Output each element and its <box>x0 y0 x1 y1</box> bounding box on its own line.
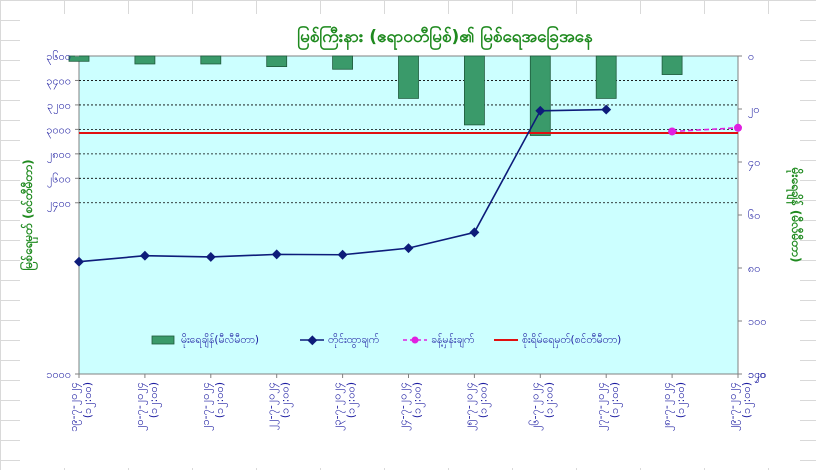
right-tick-label: ၄၀ <box>748 156 760 171</box>
rainfall-bar <box>661 55 683 75</box>
legend-label-forecast: ခန့်မှန်းချက် <box>431 333 474 348</box>
legend: မိုးရေချိန်(မီလီမီတာ) တိုင်းထွာချက် ခန့်မှ… <box>151 333 621 348</box>
plot-area <box>78 55 739 375</box>
right-tick-label: ၈၀ <box>748 262 760 275</box>
rainfall-bars <box>68 55 683 136</box>
rainfall-bar <box>463 55 485 126</box>
rainfall-bar <box>68 55 90 62</box>
right-tick-label: ၀ <box>748 50 754 63</box>
x-tick-label-time: (၁၂:၀၀) <box>213 382 228 418</box>
right-tick-label: ၆၀ <box>748 209 760 222</box>
observed-point <box>337 249 348 260</box>
x-tick-label-time: (၁၂:၀၀) <box>608 382 623 418</box>
x-tick-label-date: ၂၉-၇-၂၀၂၄ <box>726 382 741 431</box>
rainfall-bar <box>398 55 419 99</box>
x-tick-label-date: ၂၆-၇-၂၀၂၄ <box>528 382 543 431</box>
x-tick-label-time: (၁၂:၀၀) <box>476 382 491 418</box>
x-tick-label-time: (၁၂:၀၀) <box>740 382 755 418</box>
left-tick-label: ၃၄၀၀ <box>46 74 71 89</box>
left-tick-label: ၂၆၀၀ <box>47 172 71 187</box>
legend-label-observed: တိုင်းထွာချက် <box>328 333 379 348</box>
left-tick-label: ၃၀၀၀ <box>46 123 71 138</box>
observed-point <box>403 243 414 254</box>
left-tick-label: ၁၀၀၀ <box>46 368 71 381</box>
x-tick-label-time: (၁၂:၀၀) <box>81 382 96 418</box>
left-tick-label: ၂၄၀၀ <box>47 197 71 212</box>
x-tick-label-time: (၁၂:၀၀) <box>411 382 426 418</box>
x-tick-label-date: ၂၄-၇-၂၀၂၄ <box>397 382 412 431</box>
observed-point <box>469 227 480 238</box>
x-tick-label-time: (၁၂:၀၀) <box>674 382 689 418</box>
rainfall-bar <box>134 55 156 65</box>
left-tick-label: ၃၆၀၀ <box>46 50 71 65</box>
forecast-line <box>672 126 739 133</box>
y-axis-label-right: မိုးရေချိန် (မီလီမီတာ) <box>785 167 805 263</box>
observed-point <box>601 104 612 115</box>
rainfall-bar <box>266 55 288 67</box>
forecast-point <box>734 123 742 132</box>
right-tick-label: ၁၄၀ <box>748 368 767 383</box>
rainfall-bar <box>332 55 354 70</box>
series-lines <box>74 104 742 267</box>
x-tick-label-date: ၂၀-၇-၂၀၂၄ <box>133 382 148 431</box>
legend-label-warning: စိုးရိမ်ရေမှတ်(စင်တီမီတာ) <box>522 333 621 348</box>
x-tick-label-time: (၁၂:၀၀) <box>345 382 360 418</box>
observed-point <box>139 250 150 261</box>
x-tick-label-date: ၁၉-၇-၂၀၂၄ <box>67 382 82 432</box>
x-tick-label-time: (၁၂:၀၀) <box>147 382 162 418</box>
legend-marker-forecast <box>411 336 419 344</box>
y-axis-label-left: မြစ်ရေမှတ် (စင်တီမီတာ) <box>18 159 39 270</box>
x-tick-label-time: (၁၂:၀၀) <box>279 382 294 418</box>
x-tick-label-time: (၁၂:၀၀) <box>542 382 557 418</box>
forecast-point <box>668 127 677 136</box>
x-tick-label-date: ၂၃-၇-၂၀၂၄ <box>331 382 346 431</box>
right-tick-label: ၂၀ <box>748 103 760 118</box>
x-tick-label-date: ၂၈-၇-၂၀၂၄ <box>660 382 675 431</box>
x-tick-label-date: ၂၅-၇-၂၀၂၄ <box>462 382 477 431</box>
x-axis-ticks: ၁၉-၇-၂၀၂၄ (၁၂:၀၀) ၂၀-၇-၂၀၂၄ (၁၂:၀၀) ၂၁-၇-၂၀၂… <box>67 374 755 432</box>
left-tick-label: ၃၂၀၀ <box>47 99 71 114</box>
rainfall-bar <box>595 55 617 99</box>
legend-swatch-rainfall <box>151 335 175 345</box>
rainfall-bar <box>529 55 551 136</box>
observed-point <box>535 105 546 116</box>
x-tick-label-date: ၂၁-၇-၂၀၂၄ <box>199 382 214 431</box>
observed-point <box>205 252 216 262</box>
gridlines <box>79 80 738 204</box>
right-tick-label: ၁၀၀ <box>748 315 767 328</box>
legend-marker-observed <box>307 335 318 346</box>
right-tick-label: ၁၂၀ <box>748 368 766 383</box>
legend-label-rainfall: မိုးရေချိန်(မီလီမီတာ) <box>181 333 259 348</box>
x-tick-label-date: ၂၂-၇-၂၀၂၄ <box>265 382 280 430</box>
chart-title: မြစ်ကြီးနား (ဧရာဝတီမြစ်)၏ မြစ်ရေအခြေအနေ <box>297 24 593 51</box>
rainfall-bar <box>200 55 222 65</box>
left-tick-label: ၂၈၀၀ <box>47 148 71 163</box>
x-tick-label-date: ၂၇-၇-၂၀၂၄ <box>594 382 609 431</box>
